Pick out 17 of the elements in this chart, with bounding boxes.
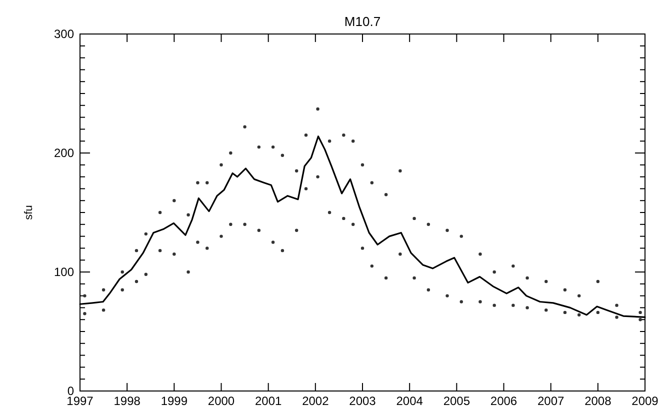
- x-tick-label: 2005: [443, 394, 470, 408]
- x-tick-label: 2004: [396, 394, 424, 408]
- y-axis-title: sfu: [23, 205, 35, 220]
- y-tick-label: 300: [54, 27, 74, 41]
- x-tick-label: 2006: [490, 394, 518, 408]
- x-tick-label: 2001: [254, 394, 282, 408]
- y-tick-label: 200: [54, 146, 74, 160]
- x-tick-label: 2008: [584, 394, 612, 408]
- x-tick-label: 2000: [208, 394, 235, 408]
- x-tick-label: 2003: [349, 394, 376, 408]
- x-tick-label: 2002: [302, 394, 330, 408]
- y-tick-label: 100: [54, 265, 74, 279]
- x-tick-label: 1999: [160, 394, 188, 408]
- x-tick-label: 2009: [632, 394, 659, 408]
- chart-title: M10.7: [344, 14, 381, 29]
- x-tick-label: 2007: [537, 394, 565, 408]
- x-tick-label: 1998: [114, 394, 141, 408]
